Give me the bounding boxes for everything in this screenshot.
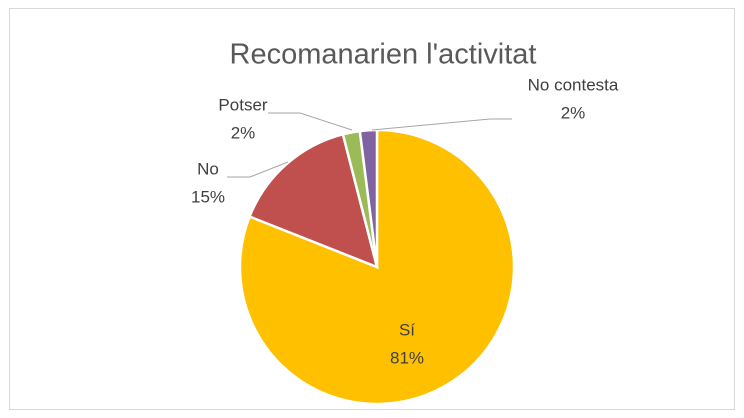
slice-label-value: 15% xyxy=(191,187,225,206)
leader-line xyxy=(227,161,289,178)
leader-line xyxy=(371,118,512,131)
chart-title: Recomanarien l'activitat xyxy=(230,39,537,71)
slice-label-value: 2% xyxy=(561,103,586,122)
slice-label-name: No contesta xyxy=(528,75,619,94)
slice-label-name: No xyxy=(197,159,219,178)
leader-line xyxy=(268,112,353,131)
pie-slice xyxy=(247,132,379,270)
slice-label-value: 2% xyxy=(231,123,256,142)
slice-label-value: 81% xyxy=(390,348,424,367)
slice-label-name: Sí xyxy=(399,320,415,339)
slice-label-name: Potser xyxy=(218,95,267,114)
